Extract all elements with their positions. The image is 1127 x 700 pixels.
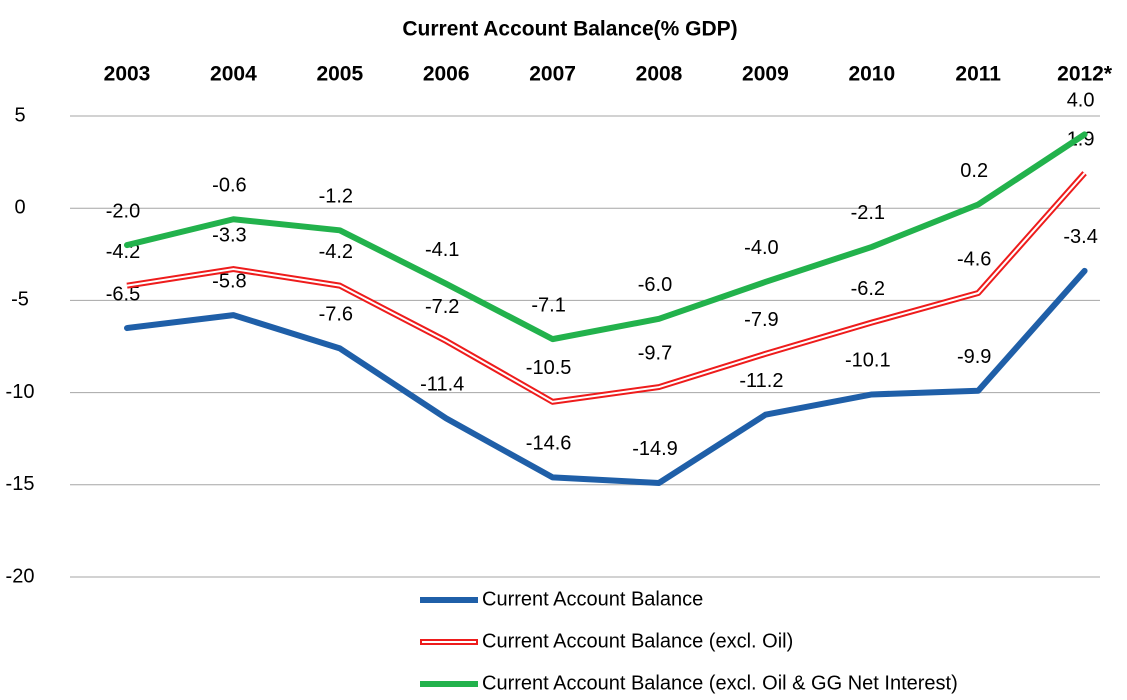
data-label: -6.2	[851, 278, 885, 300]
data-label: -9.9	[957, 346, 991, 368]
data-label: -7.2	[425, 296, 459, 318]
x-tick-label: 2008	[636, 63, 683, 86]
x-tick-label: 2007	[529, 63, 576, 86]
legend-label: Current Account Balance	[482, 588, 703, 610]
data-label: -2.1	[851, 202, 885, 224]
legend-label: Current Account Balance (excl. Oil)	[482, 630, 793, 652]
x-tick-label: 2004	[210, 63, 257, 86]
data-label: -3.4	[1063, 226, 1097, 248]
data-label: -1.2	[319, 186, 353, 208]
data-label: -0.6	[212, 175, 246, 197]
data-label: -3.3	[212, 224, 246, 246]
data-label: -4.0	[744, 237, 778, 259]
data-label: -7.9	[744, 309, 778, 331]
data-label: -7.6	[319, 304, 353, 326]
series-line	[124, 267, 1088, 486]
data-label: -9.7	[638, 342, 672, 364]
x-tick-label: 2012*	[1057, 63, 1113, 86]
y-tick-label: -15	[6, 473, 35, 495]
chart-title: Current Account Balance(% GDP)	[402, 18, 737, 41]
series-line	[126, 171, 1087, 405]
x-tick-label: 2005	[316, 63, 363, 86]
data-label: 0.2	[960, 160, 988, 182]
x-tick-label: 2006	[423, 63, 470, 86]
y-tick-label: 0	[14, 196, 25, 218]
data-label: -4.6	[957, 248, 991, 270]
data-label: -6.5	[106, 283, 140, 305]
data-label: -4.1	[425, 239, 459, 261]
data-label: -2.0	[106, 200, 140, 222]
data-label: -7.1	[531, 294, 565, 316]
legend-label: Current Account Balance (excl. Oil & GG …	[482, 672, 958, 694]
data-label: -5.8	[212, 270, 246, 292]
data-label: 4.0	[1067, 90, 1095, 112]
data-label: -4.2	[319, 241, 353, 263]
data-label: -11.2	[739, 370, 783, 392]
data-label: -14.6	[526, 433, 572, 455]
series-line	[124, 131, 1088, 343]
x-tick-label: 2011	[955, 63, 1001, 86]
y-tick-label: -10	[6, 381, 35, 403]
data-label: -10.5	[526, 357, 572, 379]
y-tick-label: 5	[14, 104, 25, 126]
data-label: -10.1	[845, 350, 891, 372]
y-tick-label: -20	[6, 565, 35, 587]
data-label: -6.0	[638, 274, 672, 296]
series-line-inner	[126, 172, 1086, 403]
data-label: -14.9	[632, 438, 678, 460]
x-tick-label: 2009	[742, 63, 789, 86]
x-tick-label: 2010	[848, 63, 895, 86]
data-label: -11.4	[420, 374, 464, 396]
y-tick-label: -5	[11, 289, 29, 311]
x-tick-label: 2003	[104, 63, 151, 86]
